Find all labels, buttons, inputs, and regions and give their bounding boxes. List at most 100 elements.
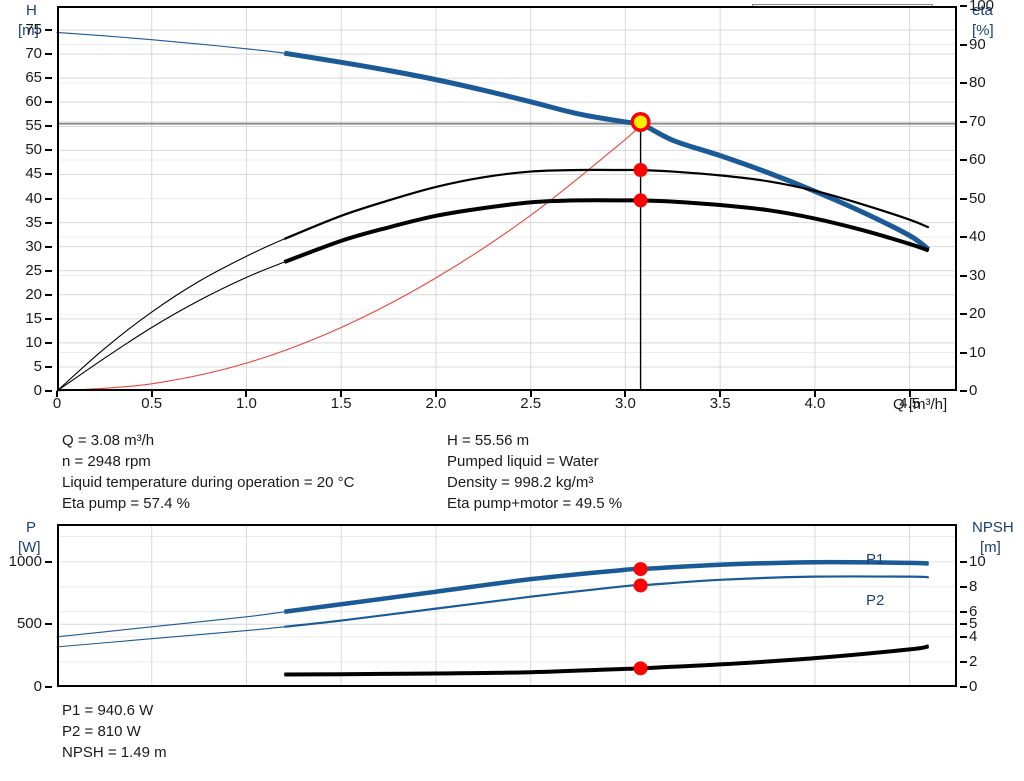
npsh-tick-4: 4 — [969, 627, 978, 645]
tick-mark — [45, 341, 52, 344]
flow-tick-3-0: 3.0 — [614, 395, 636, 412]
y-axis-label-eta-line1: eta — [972, 2, 993, 19]
tick-mark — [960, 623, 967, 626]
y-axis-label-head-line1: H — [26, 2, 37, 19]
eta-tick-60: 60 — [969, 151, 986, 168]
flow-tick-0: 0 — [52, 395, 62, 412]
tick-mark — [960, 274, 967, 277]
tick-mark — [45, 317, 52, 320]
power-tick-1000: 1000 — [8, 552, 42, 570]
power-tick-0: 0 — [33, 678, 42, 695]
tick-mark — [813, 391, 816, 397]
tick-mark — [45, 365, 52, 368]
tick-mark — [529, 391, 532, 397]
tick-mark — [45, 560, 52, 563]
head-tick-35: 35 — [25, 213, 42, 231]
tick-mark — [960, 43, 967, 46]
tick-mark — [45, 173, 52, 176]
tick-mark — [960, 585, 967, 588]
flow-tick-3-5: 3.5 — [709, 395, 731, 412]
tick-mark — [960, 390, 967, 392]
tick-mark — [45, 101, 52, 104]
npsh-tick-5: 5 — [969, 615, 978, 633]
flow-tick-2-0: 2.0 — [425, 395, 447, 412]
tick-mark — [960, 351, 967, 354]
x-axis-label-flow: Q [m³/h] — [893, 396, 948, 413]
tick-mark — [960, 313, 967, 315]
tick-mark — [45, 686, 52, 688]
curve-label-p1: P1 — [866, 551, 885, 568]
flow-tick-1-0: 1.0 — [236, 395, 257, 412]
tick-mark — [45, 221, 52, 224]
head-tick-60: 60 — [25, 93, 42, 111]
tick-mark — [960, 686, 967, 688]
eta-tick-0: 0 — [969, 382, 978, 399]
eta-tick-90: 90 — [969, 35, 986, 53]
tick-mark — [45, 29, 52, 32]
tick-mark — [960, 82, 967, 84]
head-tick-5: 5 — [33, 357, 42, 375]
duty-info-temperature: Liquid temperature during operation = 20… — [62, 474, 355, 491]
duty-info-head: H = 55.56 m — [447, 432, 530, 449]
eta-tick-50: 50 — [969, 189, 986, 207]
head-tick-10: 10 — [25, 333, 42, 351]
head-tick-0: 0 — [33, 382, 42, 399]
tick-mark — [45, 245, 52, 248]
flow-tick-1-5: 1.5 — [330, 395, 352, 412]
duty-info-flow: Q = 3.08 m³/h — [62, 432, 155, 449]
duty-info-density: Density = 998.2 kg/m³ — [447, 474, 594, 491]
npsh-tick-2: 2 — [969, 652, 978, 670]
eta-tick-70: 70 — [969, 112, 986, 130]
duty-info-column-1: Q = 3.08 m³/h n = 2948 rpm Liquid temper… — [62, 430, 354, 514]
y-axis-label-npsh-line2: [m] — [980, 539, 1001, 556]
tick-mark — [45, 269, 52, 272]
head-tick-75: 75 — [25, 21, 42, 39]
head-tick-55: 55 — [25, 117, 42, 135]
power-info-block: P1 = 940.6 W P2 = 810 W NPSH = 1.49 m — [62, 700, 167, 763]
eta-tick-30: 30 — [969, 266, 986, 284]
tick-mark — [45, 390, 52, 392]
power-npsh-plot — [56, 524, 957, 687]
npsh-tick-10: 10 — [969, 552, 986, 570]
flow-tick-4-5: 4.5 — [899, 395, 921, 412]
tick-mark — [960, 120, 967, 123]
y-axis-label-head-line2: [m] — [18, 22, 39, 39]
duty-info-liquid: Pumped liquid = Water — [447, 453, 599, 470]
eta-tick-10: 10 — [969, 343, 986, 361]
tick-mark — [960, 197, 967, 200]
tick-mark — [960, 610, 967, 613]
eta-tick-100: 100 — [969, 0, 995, 14]
y-axis-label-power-line2: [W] — [18, 539, 41, 556]
npsh-tick-6: 6 — [969, 602, 978, 620]
tick-mark — [45, 125, 52, 128]
tick-mark — [960, 5, 967, 7]
head-tick-70: 70 — [25, 45, 42, 63]
tick-mark — [45, 293, 52, 296]
tick-mark — [960, 635, 967, 638]
tick-mark — [719, 391, 722, 397]
power-tick-500: 500 — [16, 615, 42, 633]
tick-mark — [56, 391, 58, 397]
duty-info-column-2: H = 55.56 m Pumped liquid = Water Densit… — [447, 430, 622, 514]
curve-label-p2: P2 — [866, 592, 885, 609]
tick-mark — [45, 149, 52, 152]
power-info-p2: P2 = 810 W — [62, 723, 141, 740]
head-tick-45: 45 — [25, 165, 42, 183]
head-tick-30: 30 — [25, 237, 42, 255]
flow-tick-4-0: 4.0 — [804, 395, 826, 412]
tick-mark — [960, 560, 967, 563]
tick-mark — [908, 391, 911, 397]
npsh-tick-8: 8 — [969, 577, 978, 595]
eta-tick-80: 80 — [969, 74, 986, 91]
eta-tick-40: 40 — [969, 228, 986, 245]
power-info-p1: P1 = 940.6 W — [62, 702, 154, 719]
tick-mark — [45, 197, 52, 200]
y-axis-label-power-line1: P — [26, 519, 37, 536]
head-tick-20: 20 — [25, 285, 42, 303]
npsh-tick-0: 0 — [969, 678, 978, 695]
tick-mark — [150, 391, 153, 397]
duty-info-speed: n = 2948 rpm — [62, 453, 151, 470]
tick-mark — [960, 159, 967, 161]
head-tick-40: 40 — [25, 189, 42, 207]
